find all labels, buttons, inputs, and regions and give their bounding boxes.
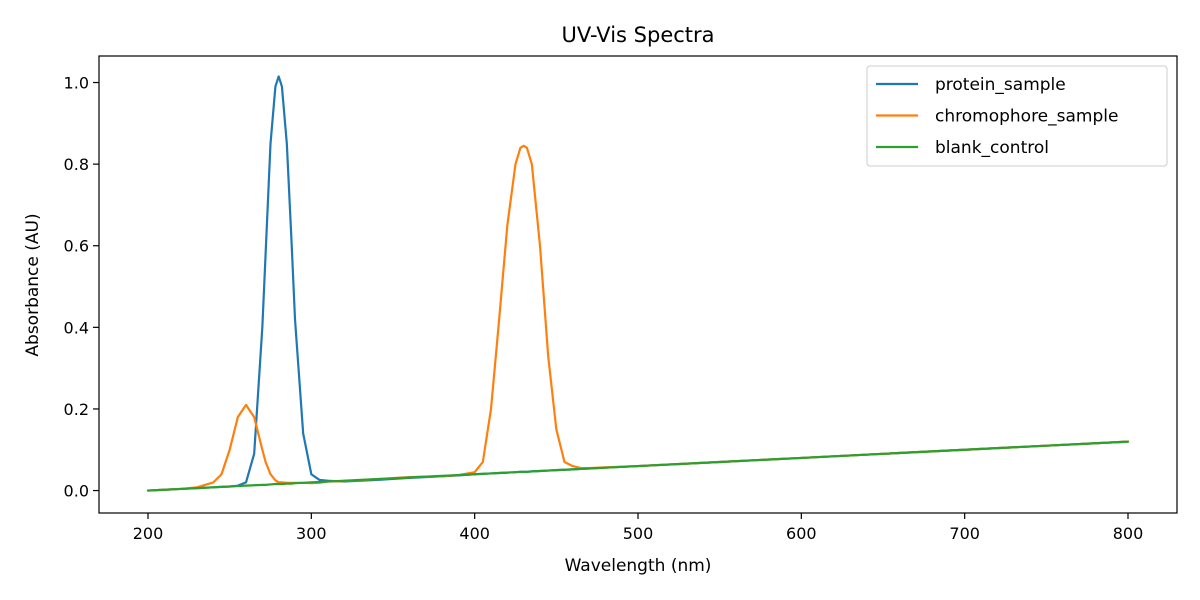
y-tick-label: 0.8 xyxy=(64,155,89,174)
legend: protein_sample chromophore_sample blank_co… xyxy=(866,65,1168,167)
x-tick-label: 200 xyxy=(133,524,164,543)
x-tick-label: 300 xyxy=(296,524,327,543)
chart-title: UV-Vis Spectra xyxy=(561,23,714,47)
y-axis-label: Absorbance (AU) xyxy=(23,213,43,356)
x-axis: 200 300 400 500 600 700 800 xyxy=(133,513,1144,543)
legend-label-blank-control: blank_control xyxy=(935,138,1049,158)
x-tick-label: 800 xyxy=(1113,524,1144,543)
y-tick-label: 0.4 xyxy=(64,318,89,337)
y-tick-label: 0.6 xyxy=(64,237,89,256)
legend-box xyxy=(866,65,1168,167)
legend-label-protein-sample: protein_sample xyxy=(935,75,1066,95)
x-axis-label: Wavelength (nm) xyxy=(565,556,712,576)
x-tick-label: 600 xyxy=(786,524,817,543)
y-tick-label: 1.0 xyxy=(64,74,89,93)
y-axis: 0.0 0.2 0.4 0.6 0.8 1.0 xyxy=(64,74,99,501)
y-tick-label: 0.0 xyxy=(64,482,89,501)
x-tick-label: 400 xyxy=(459,524,490,543)
legend-label-chromophore-sample: chromophore_sample xyxy=(935,107,1118,127)
x-tick-label: 700 xyxy=(949,524,980,543)
x-tick-label: 500 xyxy=(623,524,654,543)
y-tick-label: 0.2 xyxy=(64,400,89,419)
series-line-blank-control xyxy=(146,440,1130,492)
series-lines xyxy=(146,75,1130,492)
